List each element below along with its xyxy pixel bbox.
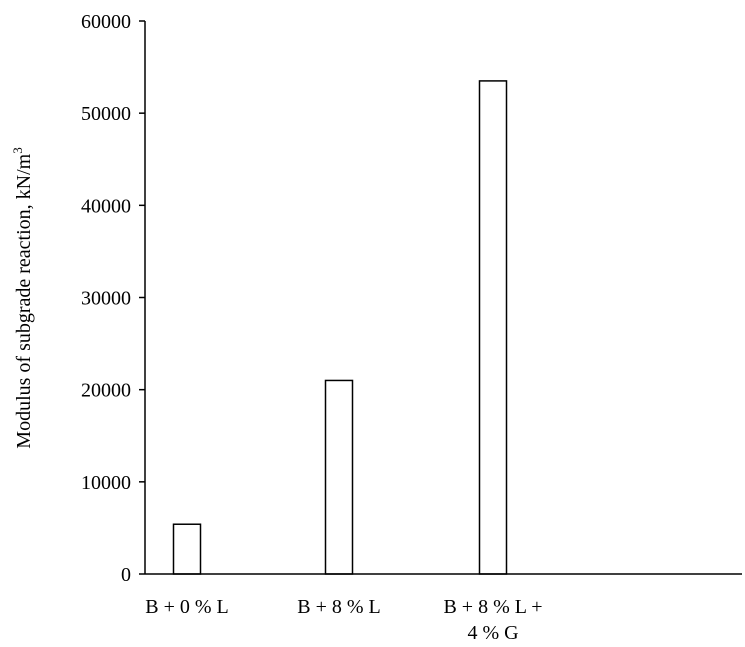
bars	[172, 80, 508, 575]
y-tick-label: 10000	[81, 472, 131, 494]
category-label: B + 0 % L	[145, 596, 229, 618]
category-label-line: B + 8 % L +	[443, 596, 542, 618]
y-axis-title: Modulus of subgrade reaction, kN/m3	[10, 147, 35, 448]
y-axis-title-text: Modulus of subgrade reaction, kN/m	[13, 153, 35, 448]
bar	[172, 523, 202, 575]
category-labels: B + 0 % L B + 8 % L B + 8 % L + 4 % G	[145, 596, 542, 644]
bar	[478, 80, 508, 575]
y-axis-ticks: 0 10000 20000 30000 40000 50000 60000	[81, 11, 145, 586]
y-tick-label: 30000	[81, 288, 131, 310]
y-tick-label: 40000	[81, 195, 131, 217]
category-label: B + 8 % L	[297, 596, 381, 618]
y-axis-title-superscript: 3	[10, 147, 25, 154]
y-tick-label: 50000	[81, 103, 131, 125]
category-label-line: B + 8 % L	[297, 596, 381, 618]
category-label-line: 4 % G	[467, 622, 518, 644]
y-tick-label: 20000	[81, 380, 131, 402]
y-tick-label: 0	[121, 564, 131, 586]
y-tick-label: 60000	[81, 11, 131, 33]
bar	[324, 379, 354, 575]
category-label: B + 8 % L + 4 % G	[443, 596, 542, 644]
category-label-line: B + 0 % L	[145, 596, 229, 618]
